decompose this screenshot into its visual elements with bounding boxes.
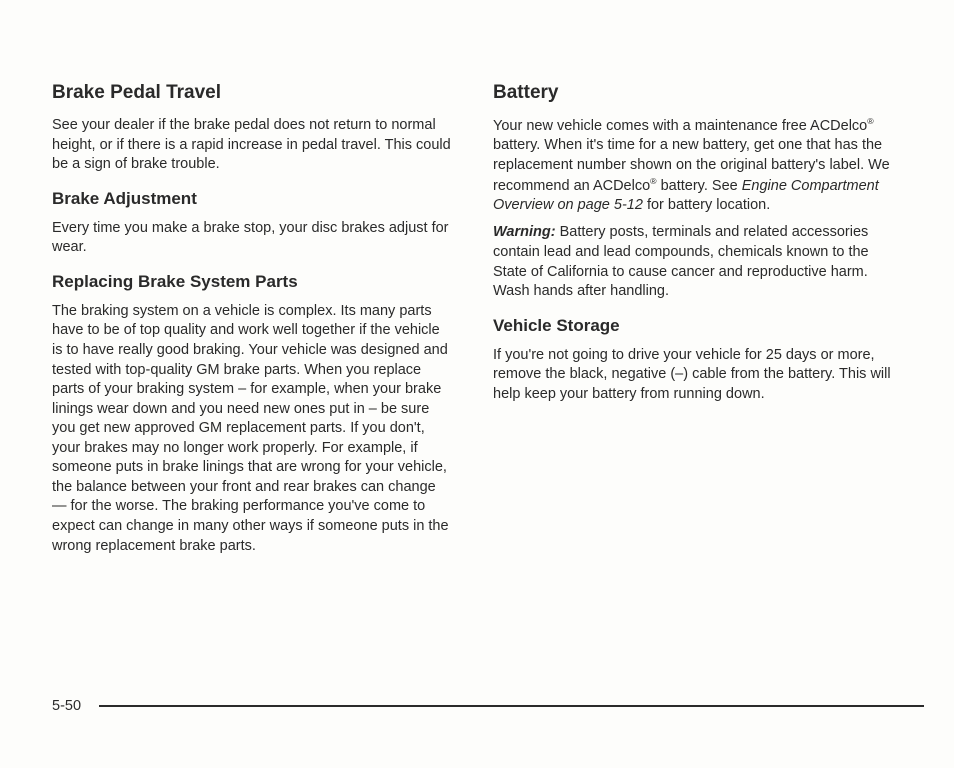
battery-text-c: battery. See — [657, 177, 742, 193]
paragraph-battery: Your new vehicle comes with a maintenanc… — [493, 116, 894, 215]
right-column: Battery Your new vehicle comes with a ma… — [493, 82, 894, 564]
warning-label: Warning: — [493, 224, 556, 240]
paragraph-vehicle-storage: If you're not going to drive your vehicl… — [493, 346, 894, 405]
paragraph-brake-adjustment: Every time you make a brake stop, your d… — [52, 219, 453, 258]
footer-rule — [99, 705, 924, 707]
page-content: Brake Pedal Travel See your dealer if th… — [0, 0, 954, 564]
reg-mark-1: ® — [867, 116, 873, 126]
paragraph-brake-pedal: See your dealer if the brake pedal does … — [52, 116, 453, 175]
battery-text-d: for battery location. — [643, 197, 770, 213]
heading-vehicle-storage: Vehicle Storage — [493, 316, 894, 336]
page-footer: 5-50 — [52, 698, 924, 714]
heading-battery: Battery — [493, 82, 894, 104]
heading-brake-adjustment: Brake Adjustment — [52, 189, 453, 209]
battery-text-a: Your new vehicle comes with a maintenanc… — [493, 118, 867, 134]
paragraph-warning: Warning: Battery posts, terminals and re… — [493, 223, 894, 301]
left-column: Brake Pedal Travel See your dealer if th… — [52, 82, 453, 564]
heading-brake-pedal-travel: Brake Pedal Travel — [52, 82, 453, 104]
heading-replacing-brake-parts: Replacing Brake System Parts — [52, 272, 453, 292]
page-number: 5-50 — [52, 698, 99, 714]
paragraph-replacing-brake-parts: The braking system on a vehicle is compl… — [52, 302, 453, 556]
